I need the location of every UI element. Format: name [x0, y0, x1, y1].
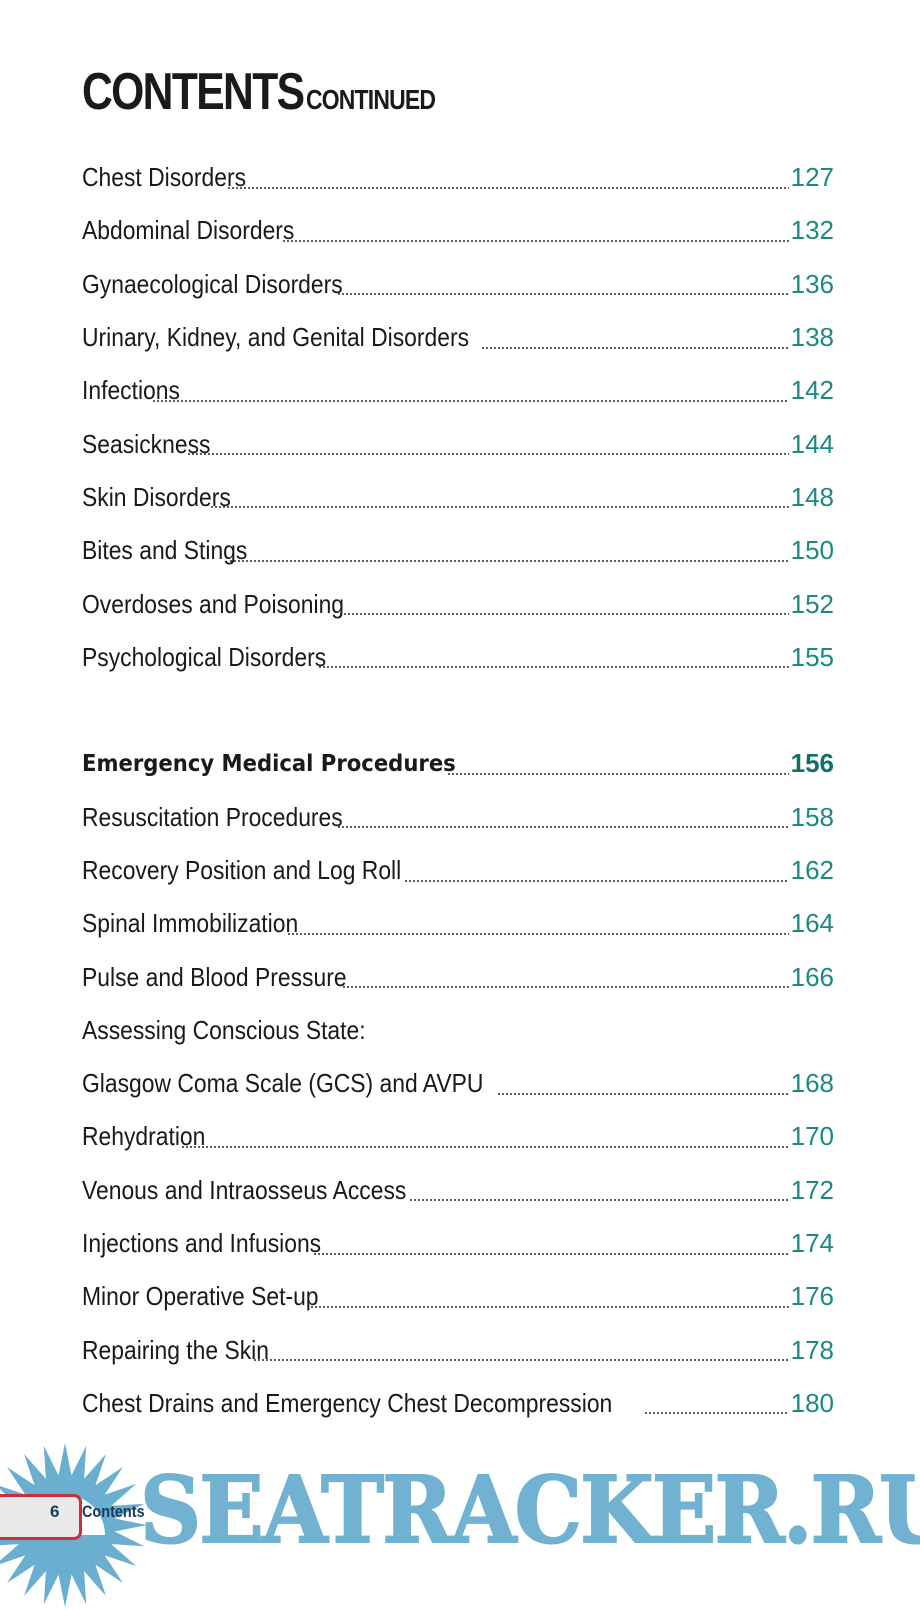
toc-entry[interactable]: Rehydration 170 — [82, 1110, 834, 1163]
dot-leader — [643, 1390, 789, 1417]
dot-leader — [447, 750, 789, 777]
toc-entry-label: Skin Disorders — [82, 481, 231, 512]
toc-entry-page: 164 — [790, 908, 834, 939]
toc-entry-page: 162 — [790, 855, 834, 885]
toc-entry-page: 156 — [790, 748, 834, 779]
dot-leader — [227, 164, 789, 191]
toc-entry-page: 127 — [790, 162, 834, 193]
dot-leader — [337, 271, 789, 298]
toc-entry-label: Seasickness — [82, 428, 211, 459]
toc-entry-label: Chest Drains and Emergency Chest Decompr… — [82, 1387, 613, 1418]
toc-entry-page: 170 — [790, 1121, 834, 1152]
title-main: CONTENTS — [82, 63, 305, 121]
dot-leader — [282, 217, 789, 244]
dot-leader — [497, 1070, 789, 1097]
dot-leader — [480, 324, 789, 351]
toc-entry[interactable]: Chest Drains and Emergency Chest Decompr… — [82, 1377, 834, 1430]
dot-leader — [318, 644, 789, 671]
toc-entry[interactable]: Chest Disorders 127 — [82, 151, 834, 204]
toc-entry-page: 144 — [790, 428, 834, 459]
toc-entry[interactable]: Seasickness 144 — [82, 417, 834, 470]
toc-entry-page: 176 — [790, 1281, 834, 1312]
toc-entry[interactable]: Pulse and Blood Pressure 166 — [82, 950, 834, 1003]
dot-leader — [228, 537, 789, 564]
footer-page-number: 6 — [50, 1502, 60, 1521]
dot-leader — [309, 1283, 789, 1310]
toc-entry-label: Rehydration — [82, 1121, 206, 1152]
dot-leader — [286, 910, 789, 937]
toc-entry-page: 166 — [790, 961, 834, 992]
toc-entry[interactable]: Assessing Conscious State: — [82, 1004, 834, 1057]
toc-entry-page: 155 — [790, 641, 834, 672]
toc-entry[interactable]: Infections 142 — [82, 364, 834, 417]
toc-entry[interactable]: Repairing the Skin 178 — [82, 1324, 834, 1377]
dot-leader — [181, 1123, 789, 1150]
toc-entry[interactable]: Minor Operative Set-up 176 — [82, 1270, 834, 1323]
toc-section-heading[interactable]: Emergency Medical Procedures 156 — [82, 737, 834, 790]
toc-entry-label: Urinary, Kidney, and Genital Disorders — [82, 322, 470, 353]
toc-entry-page: 168 — [790, 1068, 834, 1099]
toc-entry-label: Glasgow Coma Scale (GCS) and AVPU — [82, 1068, 484, 1099]
toc-entry-label: Assessing Conscious State: — [82, 1014, 366, 1045]
dot-leader — [409, 1177, 789, 1204]
toc-entry-page: 180 — [790, 1387, 834, 1418]
toc-entry-label: Venous and Intraosseus Access — [82, 1174, 407, 1205]
toc-entry-label: Bites and Stings — [82, 535, 248, 566]
toc-entry[interactable]: Resuscitation Procedures 158 — [82, 791, 834, 844]
toc-entry[interactable]: Bites and Stings 150 — [82, 524, 834, 577]
toc-entry-label: Spinal Immobilization — [82, 908, 299, 939]
toc-entry-label: Gynaecological Disorders — [82, 268, 343, 299]
toc-entry-page: 150 — [790, 535, 834, 566]
toc-entry-label: Abdominal Disorders — [82, 215, 295, 246]
toc-entry[interactable]: Urinary, Kidney, and Genital Disorders 13… — [82, 311, 834, 364]
toc-entry[interactable]: Abdominal Disorders 132 — [82, 204, 834, 257]
title-continued: CONTINUED — [306, 84, 436, 115]
footer-tab — [0, 1494, 82, 1540]
toc-entry-page: 142 — [790, 375, 834, 406]
toc-entry-label: Recovery Position and Log Roll — [82, 855, 402, 885]
toc-entry[interactable]: Injections and Infusions 174 — [82, 1217, 834, 1270]
toc-entry-label: Emergency Medical Procedures — [82, 750, 456, 777]
toc-entry-label: Chest Disorders — [82, 162, 247, 193]
toc-entry-label: Infections — [82, 375, 180, 406]
toc-entry[interactable]: Glasgow Coma Scale (GCS) and AVPU 168 — [82, 1057, 834, 1110]
watermark-text: SEATRACKER.RU — [139, 1455, 920, 1565]
toc-entry-page: 138 — [790, 322, 834, 353]
toc-entry-label: Minor Operative Set-up — [82, 1281, 319, 1312]
toc-entry-page: 158 — [790, 801, 834, 832]
dot-leader — [312, 1230, 789, 1257]
toc-entry[interactable]: Psychological Disorders 155 — [82, 631, 834, 684]
spacer — [82, 684, 834, 737]
dot-leader — [341, 964, 789, 991]
dot-leader — [152, 377, 789, 404]
toc-entry-page: 132 — [790, 215, 834, 246]
toc-entry-page: 178 — [790, 1334, 834, 1365]
dot-leader — [209, 484, 789, 511]
footer-section-label: Contents — [82, 1502, 145, 1521]
toc-entry-label: Repairing the Skin — [82, 1334, 269, 1365]
toc-entry[interactable]: Venous and Intraosseus Access 172 — [82, 1164, 834, 1217]
page-title: CONTENTS CONTINUED — [82, 62, 464, 122]
toc-entry-label: Pulse and Blood Pressure — [82, 961, 347, 992]
dot-leader — [337, 804, 789, 831]
toc-entry-label: Resuscitation Procedures — [82, 801, 343, 832]
toc-entry[interactable]: Skin Disorders 148 — [82, 471, 834, 524]
toc-entry-label: Psychological Disorders — [82, 641, 327, 672]
dot-leader — [253, 1337, 789, 1364]
toc-entry[interactable]: Recovery Position and Log Roll 162 — [82, 844, 834, 897]
toc-entry[interactable]: Overdoses and Poisoning 152 — [82, 577, 834, 630]
toc-entry[interactable]: Spinal Immobilization 164 — [82, 897, 834, 950]
toc-entry-page: 152 — [790, 588, 834, 619]
dot-leader — [403, 857, 789, 884]
toc-entry[interactable]: Gynaecological Disorders 136 — [82, 258, 834, 311]
toc-entry-label: Overdoses and Poisoning — [82, 588, 345, 619]
toc-entry-page: 174 — [790, 1228, 834, 1259]
toc-entry-page: 172 — [790, 1174, 834, 1205]
toc-entry-page: 136 — [790, 268, 834, 299]
dot-leader — [338, 591, 789, 618]
toc-entry-label: Injections and Infusions — [82, 1228, 322, 1259]
toc-entry-page: 148 — [790, 481, 834, 512]
table-of-contents: Chest Disorders 127 Abdominal Disorders 132… — [82, 151, 834, 1430]
dot-leader — [186, 431, 789, 458]
